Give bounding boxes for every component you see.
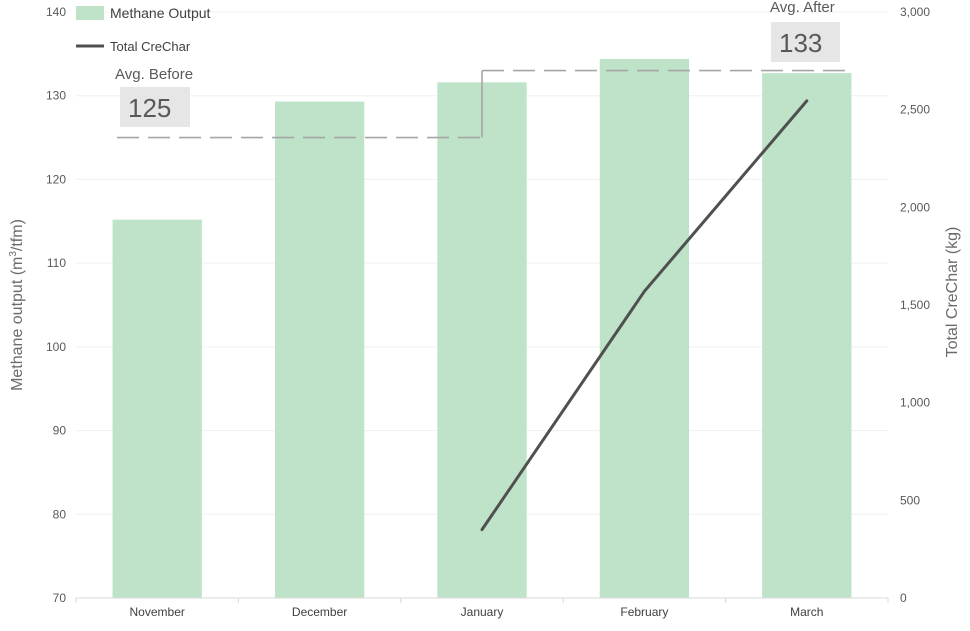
x-axis-ticks xyxy=(75,598,889,603)
left-tick-label: 110 xyxy=(47,256,66,270)
right-axis-tick-labels: 0 500 1,000 1,500 2,000 2,500 3,000 xyxy=(900,5,930,605)
methane-bar xyxy=(437,82,527,598)
category-label: December xyxy=(292,605,347,619)
left-tick-label: 100 xyxy=(46,340,66,354)
left-axis-title-sup: 3 xyxy=(8,251,19,257)
right-tick-label: 3,000 xyxy=(900,5,930,19)
legend-swatch-methane xyxy=(76,6,104,20)
crechar-line-series xyxy=(480,99,809,532)
left-tick-label: 130 xyxy=(46,89,66,103)
methane-bar xyxy=(112,219,202,598)
legend-label-crechar: Total CreChar xyxy=(110,39,191,54)
avg-after-box xyxy=(771,22,840,62)
methane-bar xyxy=(762,73,852,598)
methane-bar xyxy=(274,101,365,599)
right-tick-label: 500 xyxy=(900,493,920,507)
legend: Methane Output Total CreChar xyxy=(76,5,211,54)
left-axis-tick-labels: 70 80 90 100 110 120 130 140 xyxy=(46,5,66,605)
right-tick-label: 1,000 xyxy=(900,396,930,410)
right-tick-label: 1,500 xyxy=(900,298,930,312)
right-tick-label: 0 xyxy=(900,591,907,605)
left-axis-title-main: Methane output (m xyxy=(9,257,26,391)
right-axis-title: Total CreChar (kg) xyxy=(944,227,961,358)
left-tick-label: 80 xyxy=(53,507,67,521)
left-axis-title: Methane output (m3/tfm) xyxy=(8,219,26,391)
legend-label-methane: Methane Output xyxy=(110,5,211,21)
average-reference-lines: Avg. Before 125 Avg. After 133 xyxy=(115,0,852,139)
left-axis-title-tail: /tfm) xyxy=(9,219,26,251)
avg-before-value: 125 xyxy=(128,93,171,123)
avg-before-title: Avg. Before xyxy=(115,66,193,83)
category-labels: November December January February March xyxy=(130,605,824,619)
methane-bars xyxy=(112,58,852,599)
avg-before-box xyxy=(120,87,190,127)
methane-bar xyxy=(599,58,690,598)
avg-after-title: Avg. After xyxy=(770,0,835,16)
right-tick-label: 2,000 xyxy=(900,200,930,214)
category-label: January xyxy=(461,605,504,619)
category-label: November xyxy=(130,605,185,619)
left-tick-label: 120 xyxy=(46,172,66,186)
avg-after-value: 133 xyxy=(779,28,822,58)
crechar-line xyxy=(480,99,809,532)
category-label: March xyxy=(790,605,823,619)
left-tick-label: 70 xyxy=(53,591,67,605)
left-tick-label: 140 xyxy=(46,5,66,19)
category-label: February xyxy=(620,605,668,619)
right-tick-label: 2,500 xyxy=(900,103,930,117)
left-tick-label: 90 xyxy=(53,424,67,438)
